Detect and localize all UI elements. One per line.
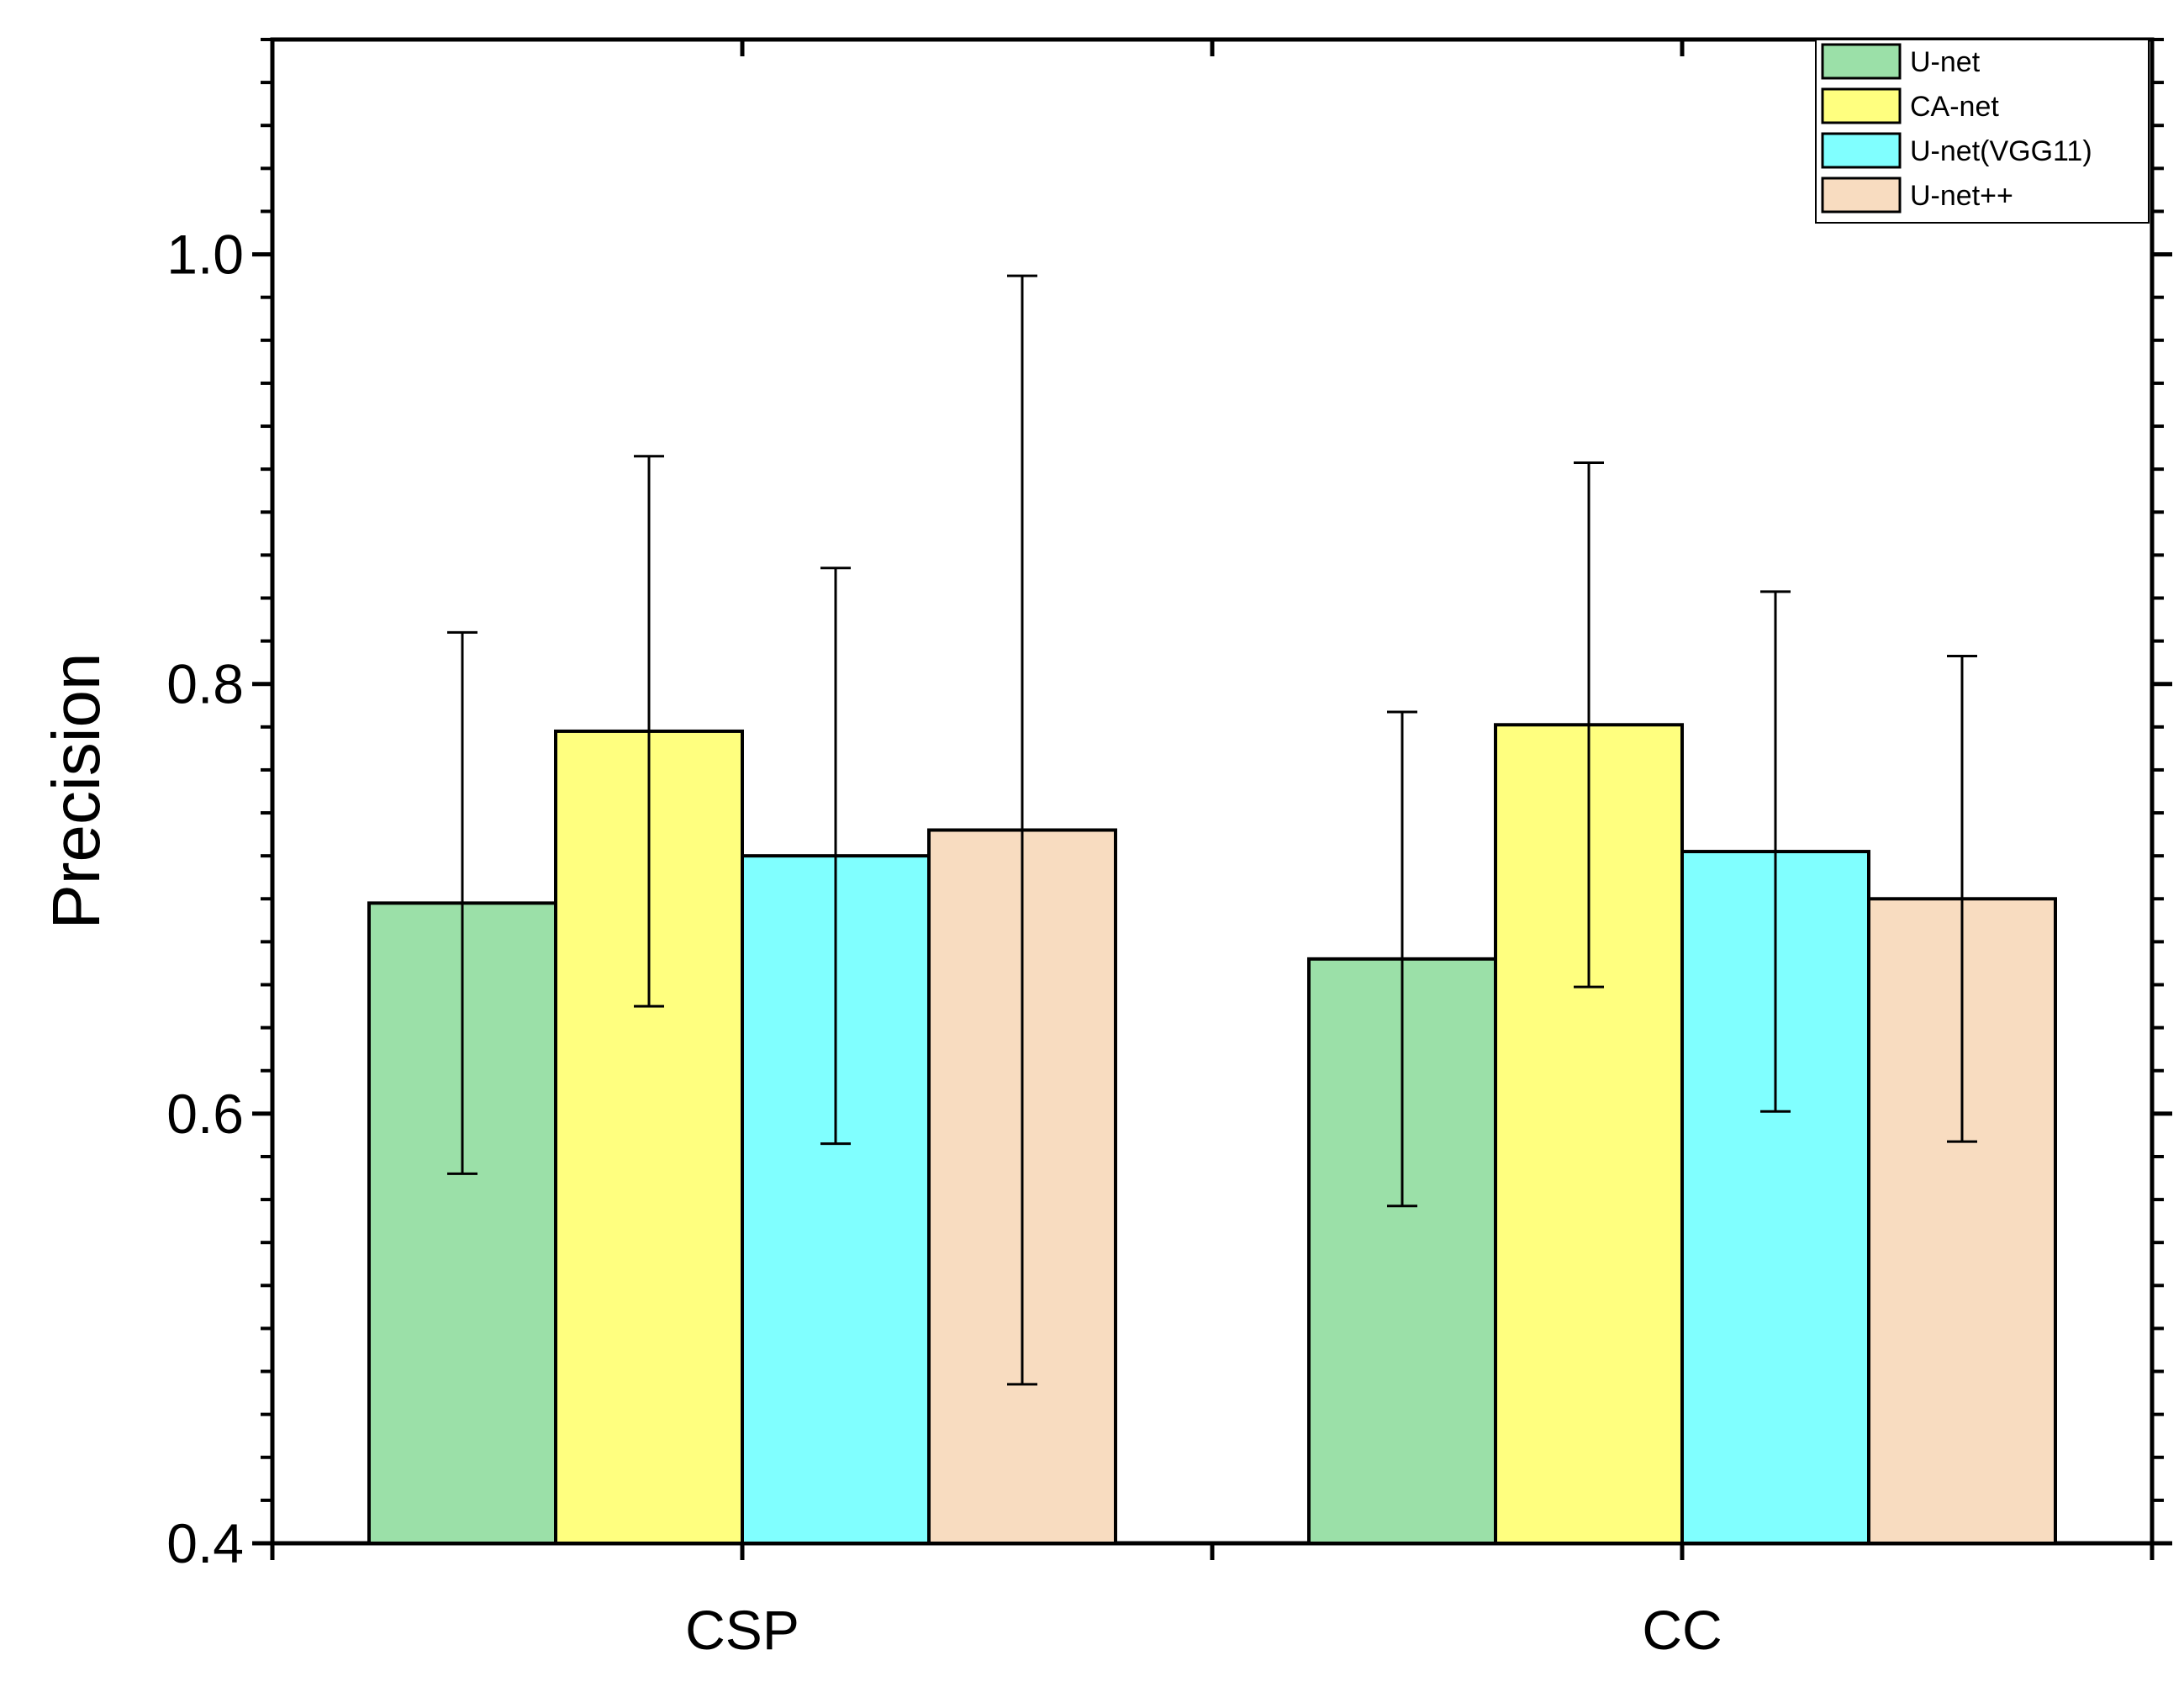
y-tick-label-0: 0.4 xyxy=(166,1512,244,1574)
legend-swatch-U-net++ xyxy=(1821,177,1902,214)
legend-label-U-net++: U-net++ xyxy=(1910,180,2013,212)
legend: U-net CA-net U-net(VGG11) U-net++ xyxy=(1815,39,2150,224)
y-tick-label-3: 1.0 xyxy=(166,224,244,286)
legend-swatch-U-net xyxy=(1821,43,1902,80)
legend-swatch-CA-net xyxy=(1821,87,1902,124)
x-tick-label-CSP: CSP xyxy=(685,1599,799,1661)
axis-layer: CSP CC 0.4 0.6 0.8 1.0 xyxy=(166,38,2172,1661)
legend-swatch-U-net(VGG11) xyxy=(1821,132,1902,169)
x-tick-label-CC: CC xyxy=(1642,1599,1722,1661)
legend-label-CA-net: CA-net xyxy=(1910,91,1999,123)
legend-label-U-net(VGG11): U-net(VGG11) xyxy=(1910,135,2092,167)
y-axis-title: Precision xyxy=(39,652,113,929)
legend-label-U-net: U-net xyxy=(1910,46,1981,78)
y-tick-label-2: 0.8 xyxy=(166,653,244,715)
error-bars-layer xyxy=(447,274,1977,1386)
bar-U-net-CC xyxy=(1307,957,1497,1545)
y-tick-label-1: 0.6 xyxy=(166,1083,244,1145)
bars-layer xyxy=(367,723,2057,1546)
